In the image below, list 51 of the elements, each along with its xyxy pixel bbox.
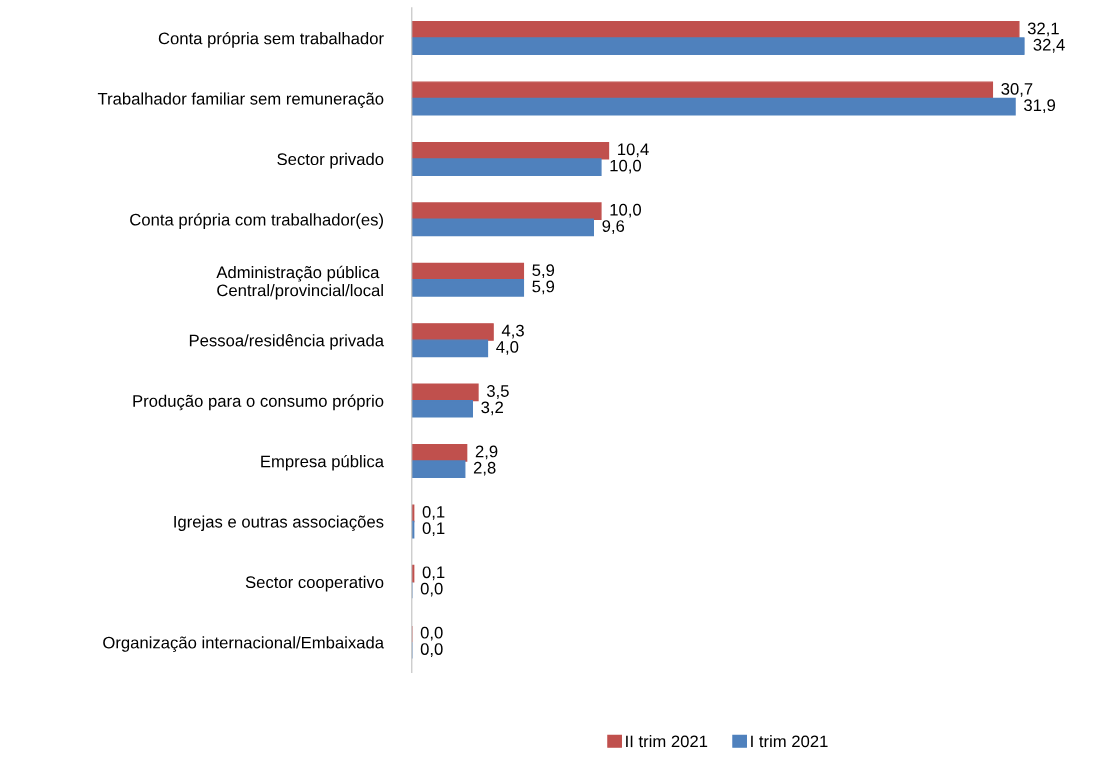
y-tick-label: Pessoa/residência privada — [189, 334, 385, 350]
data-label: 4,3 — [501, 324, 524, 339]
y-tick-label: Produção para o consumo próprio — [133, 394, 384, 411]
data-label: 2,9 — [475, 445, 498, 460]
y-tick-label: Conta própria com trabalhador(es) — [130, 213, 383, 229]
y-tick-label: Trabalhador familiar sem remuneração — [97, 92, 384, 109]
data-label: 31,9 — [1024, 99, 1056, 114]
bar — [411, 444, 468, 462]
data-label: 0,1 — [422, 566, 445, 581]
bar — [411, 97, 1016, 116]
bar — [411, 202, 602, 221]
bar — [411, 279, 525, 297]
bar — [411, 460, 466, 479]
y-tick-label: Igrejas e outras associações — [174, 515, 384, 532]
bar — [411, 323, 494, 341]
data-label: 0,1 — [422, 522, 445, 537]
y-tick-label: Sector cooperativo — [245, 575, 384, 592]
data-label: 2,8 — [473, 461, 496, 476]
y-tick-label: Conta própria sem trabalhador — [158, 31, 384, 48]
data-label: 9,6 — [602, 220, 625, 234]
y-tick-label: Organização internacional/Embaixada — [103, 636, 385, 652]
y-tick-label: Sector privado — [277, 152, 384, 169]
bar — [411, 262, 525, 281]
data-label: 3,2 — [481, 401, 503, 416]
data-label: 10,0 — [610, 159, 642, 174]
data-label: 4,0 — [496, 341, 519, 355]
data-label: 3,5 — [486, 385, 509, 399]
y-tick-label: Empresa pública — [261, 454, 385, 471]
data-label: 0,0 — [420, 626, 443, 641]
bar — [411, 158, 602, 176]
data-label: 10,4 — [618, 143, 649, 158]
bar — [411, 399, 474, 418]
data-label: 10,0 — [610, 203, 642, 218]
data-label: 0,1 — [422, 505, 445, 520]
bar — [411, 218, 595, 237]
legend-label: II trim 2021 — [626, 735, 708, 748]
bar — [411, 383, 479, 402]
bar — [411, 339, 489, 358]
data-label: 30,7 — [1001, 82, 1033, 97]
y-tick-label: Administração pública Central/provincial/local — [216, 265, 383, 300]
data-label: 5,9 — [532, 264, 555, 279]
bar — [411, 21, 1020, 39]
data-label: 0,0 — [420, 582, 443, 597]
bar — [411, 141, 610, 160]
bar — [411, 81, 994, 100]
legend-label: I trim 2021 — [751, 735, 828, 748]
data-label: 32,1 — [1027, 22, 1059, 37]
bar — [411, 37, 1025, 56]
data-label: 32,4 — [1033, 38, 1065, 53]
data-label: 0,0 — [420, 643, 443, 657]
data-label: 5,9 — [532, 280, 555, 295]
